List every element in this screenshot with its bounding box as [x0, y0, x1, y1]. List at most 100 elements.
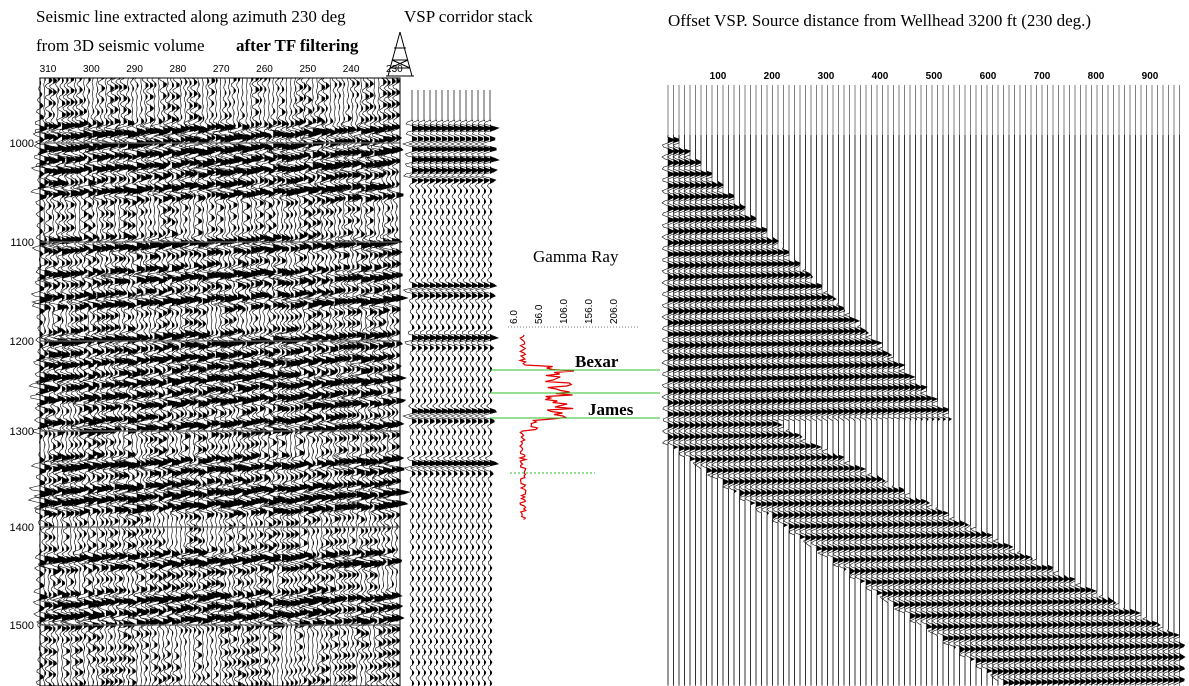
- seismic-trace: [95, 77, 118, 686]
- vsp-trace: [661, 134, 675, 685]
- vsp-trace: [1156, 135, 1169, 686]
- seismic-trace: [239, 77, 263, 686]
- vsp-trace: [809, 135, 824, 685]
- vsp-trace: [771, 135, 785, 685]
- vsp-trace: [903, 135, 917, 685]
- gamma-curve: [517, 334, 574, 520]
- marker-label: James: [588, 400, 634, 419]
- seismic-trace: [358, 77, 382, 686]
- offset-label: 400: [872, 71, 889, 82]
- vsp-trace-fill: [926, 135, 933, 686]
- vsp-trace: [688, 135, 703, 685]
- trace-label: 260: [256, 64, 273, 75]
- seismic-trace: [207, 77, 233, 686]
- seismic-trace: [53, 77, 80, 686]
- vsp-trace: [875, 135, 890, 685]
- vsp-trace: [1030, 135, 1043, 686]
- seismic-trace: [267, 77, 295, 686]
- trace-label: 270: [213, 64, 230, 75]
- seismic-trace: [234, 77, 260, 686]
- vsp-trace: [710, 135, 725, 685]
- time-label: 1100: [10, 237, 34, 249]
- vsp-trace: [886, 135, 901, 685]
- vsp-title: Offset VSP. Source distance from Wellhea…: [668, 11, 1091, 30]
- vsp-trace: [754, 135, 769, 685]
- seismic-trace: [81, 77, 108, 686]
- vsp-trace: [787, 135, 802, 685]
- seismic-trace: [75, 77, 102, 686]
- seismic-trace: [231, 77, 254, 686]
- stack-trace: [438, 119, 458, 686]
- vsp-trace: [1041, 135, 1054, 686]
- corridor-title: VSP corridor stack: [404, 7, 533, 26]
- vsp-trace: [694, 135, 708, 685]
- offset-label: 200: [764, 71, 781, 82]
- vsp-trace: [958, 135, 972, 685]
- offset-label: 900: [1142, 71, 1159, 82]
- seismic-trace: [61, 77, 89, 686]
- derrick-icon: [386, 31, 414, 77]
- seismic-trace-fill: [392, 78, 403, 686]
- vsp-trace: [1008, 135, 1021, 686]
- vsp-trace-fill: [811, 135, 817, 686]
- seismic-trace: [381, 77, 412, 686]
- seismic-trace: [286, 77, 310, 686]
- vsp-trace: [732, 135, 747, 685]
- vsp-trace: [760, 135, 774, 685]
- seismic-title-2: from 3D seismic volume: [36, 36, 205, 55]
- seismic-trace-fill: [224, 78, 237, 686]
- gamma-scale-label: 6.0: [509, 310, 520, 324]
- vsp-trace-fill: [948, 135, 954, 686]
- gamma-scale-label: 156.0: [584, 299, 595, 324]
- seismic-trace-fill: [53, 78, 66, 686]
- vsp-trace: [908, 135, 923, 685]
- time-label: 1200: [10, 336, 34, 348]
- time-label: 1300: [10, 426, 34, 438]
- vsp-trace: [1079, 135, 1093, 686]
- vsp-trace: [986, 135, 999, 685]
- vsp-trace: [1145, 135, 1159, 686]
- seismic-trace-fill: [180, 78, 193, 686]
- vsp-trace: [925, 135, 939, 685]
- seismic-trace-fill: [132, 78, 144, 686]
- seismic-title-1: Seismic line extracted along azimuth 230…: [36, 7, 346, 26]
- time-label: 1400: [10, 522, 34, 534]
- vsp-trace: [1134, 135, 1148, 686]
- vsp-trace: [1118, 135, 1131, 686]
- vsp-trace: [1046, 135, 1060, 686]
- vsp-trace: [1019, 135, 1032, 686]
- seismic-trace-fill: [242, 78, 253, 686]
- trace-label: 250: [299, 64, 316, 75]
- trace-label: 310: [40, 64, 57, 75]
- vsp-trace: [870, 135, 884, 685]
- vsp-trace: [936, 135, 950, 685]
- vsp-trace: [1013, 135, 1027, 686]
- time-label: 1000: [10, 138, 34, 150]
- offset-label: 100: [710, 71, 727, 82]
- vsp-trace-fill: [932, 135, 938, 686]
- seismic-trace-fill: [128, 78, 139, 686]
- vsp-trace: [1063, 135, 1076, 686]
- seismic-trace-fill: [207, 78, 219, 686]
- trace-label: 240: [343, 64, 360, 75]
- stack-trace: [450, 119, 470, 686]
- time-label: 1500: [10, 620, 34, 632]
- seismic-trace: [151, 77, 176, 686]
- seismic-trace: [221, 77, 246, 686]
- vsp-trace: [837, 135, 851, 685]
- vsp-trace: [1101, 135, 1115, 686]
- vsp-trace: [677, 135, 692, 685]
- vsp-trace: [1057, 135, 1071, 686]
- stack-trace: [444, 119, 464, 686]
- stack-trace: [468, 119, 488, 686]
- marker-label: Bexar: [575, 352, 619, 371]
- vsp-trace: [672, 135, 686, 685]
- trace-label: 290: [126, 64, 143, 75]
- vsp-trace: [842, 135, 857, 685]
- vsp-trace: [793, 135, 807, 685]
- seismic-trace-fill: [260, 78, 271, 686]
- trace-label: 230: [386, 64, 403, 75]
- stack-trace: [432, 119, 452, 686]
- seismic-trace: [39, 77, 67, 686]
- offset-label: 600: [980, 71, 997, 82]
